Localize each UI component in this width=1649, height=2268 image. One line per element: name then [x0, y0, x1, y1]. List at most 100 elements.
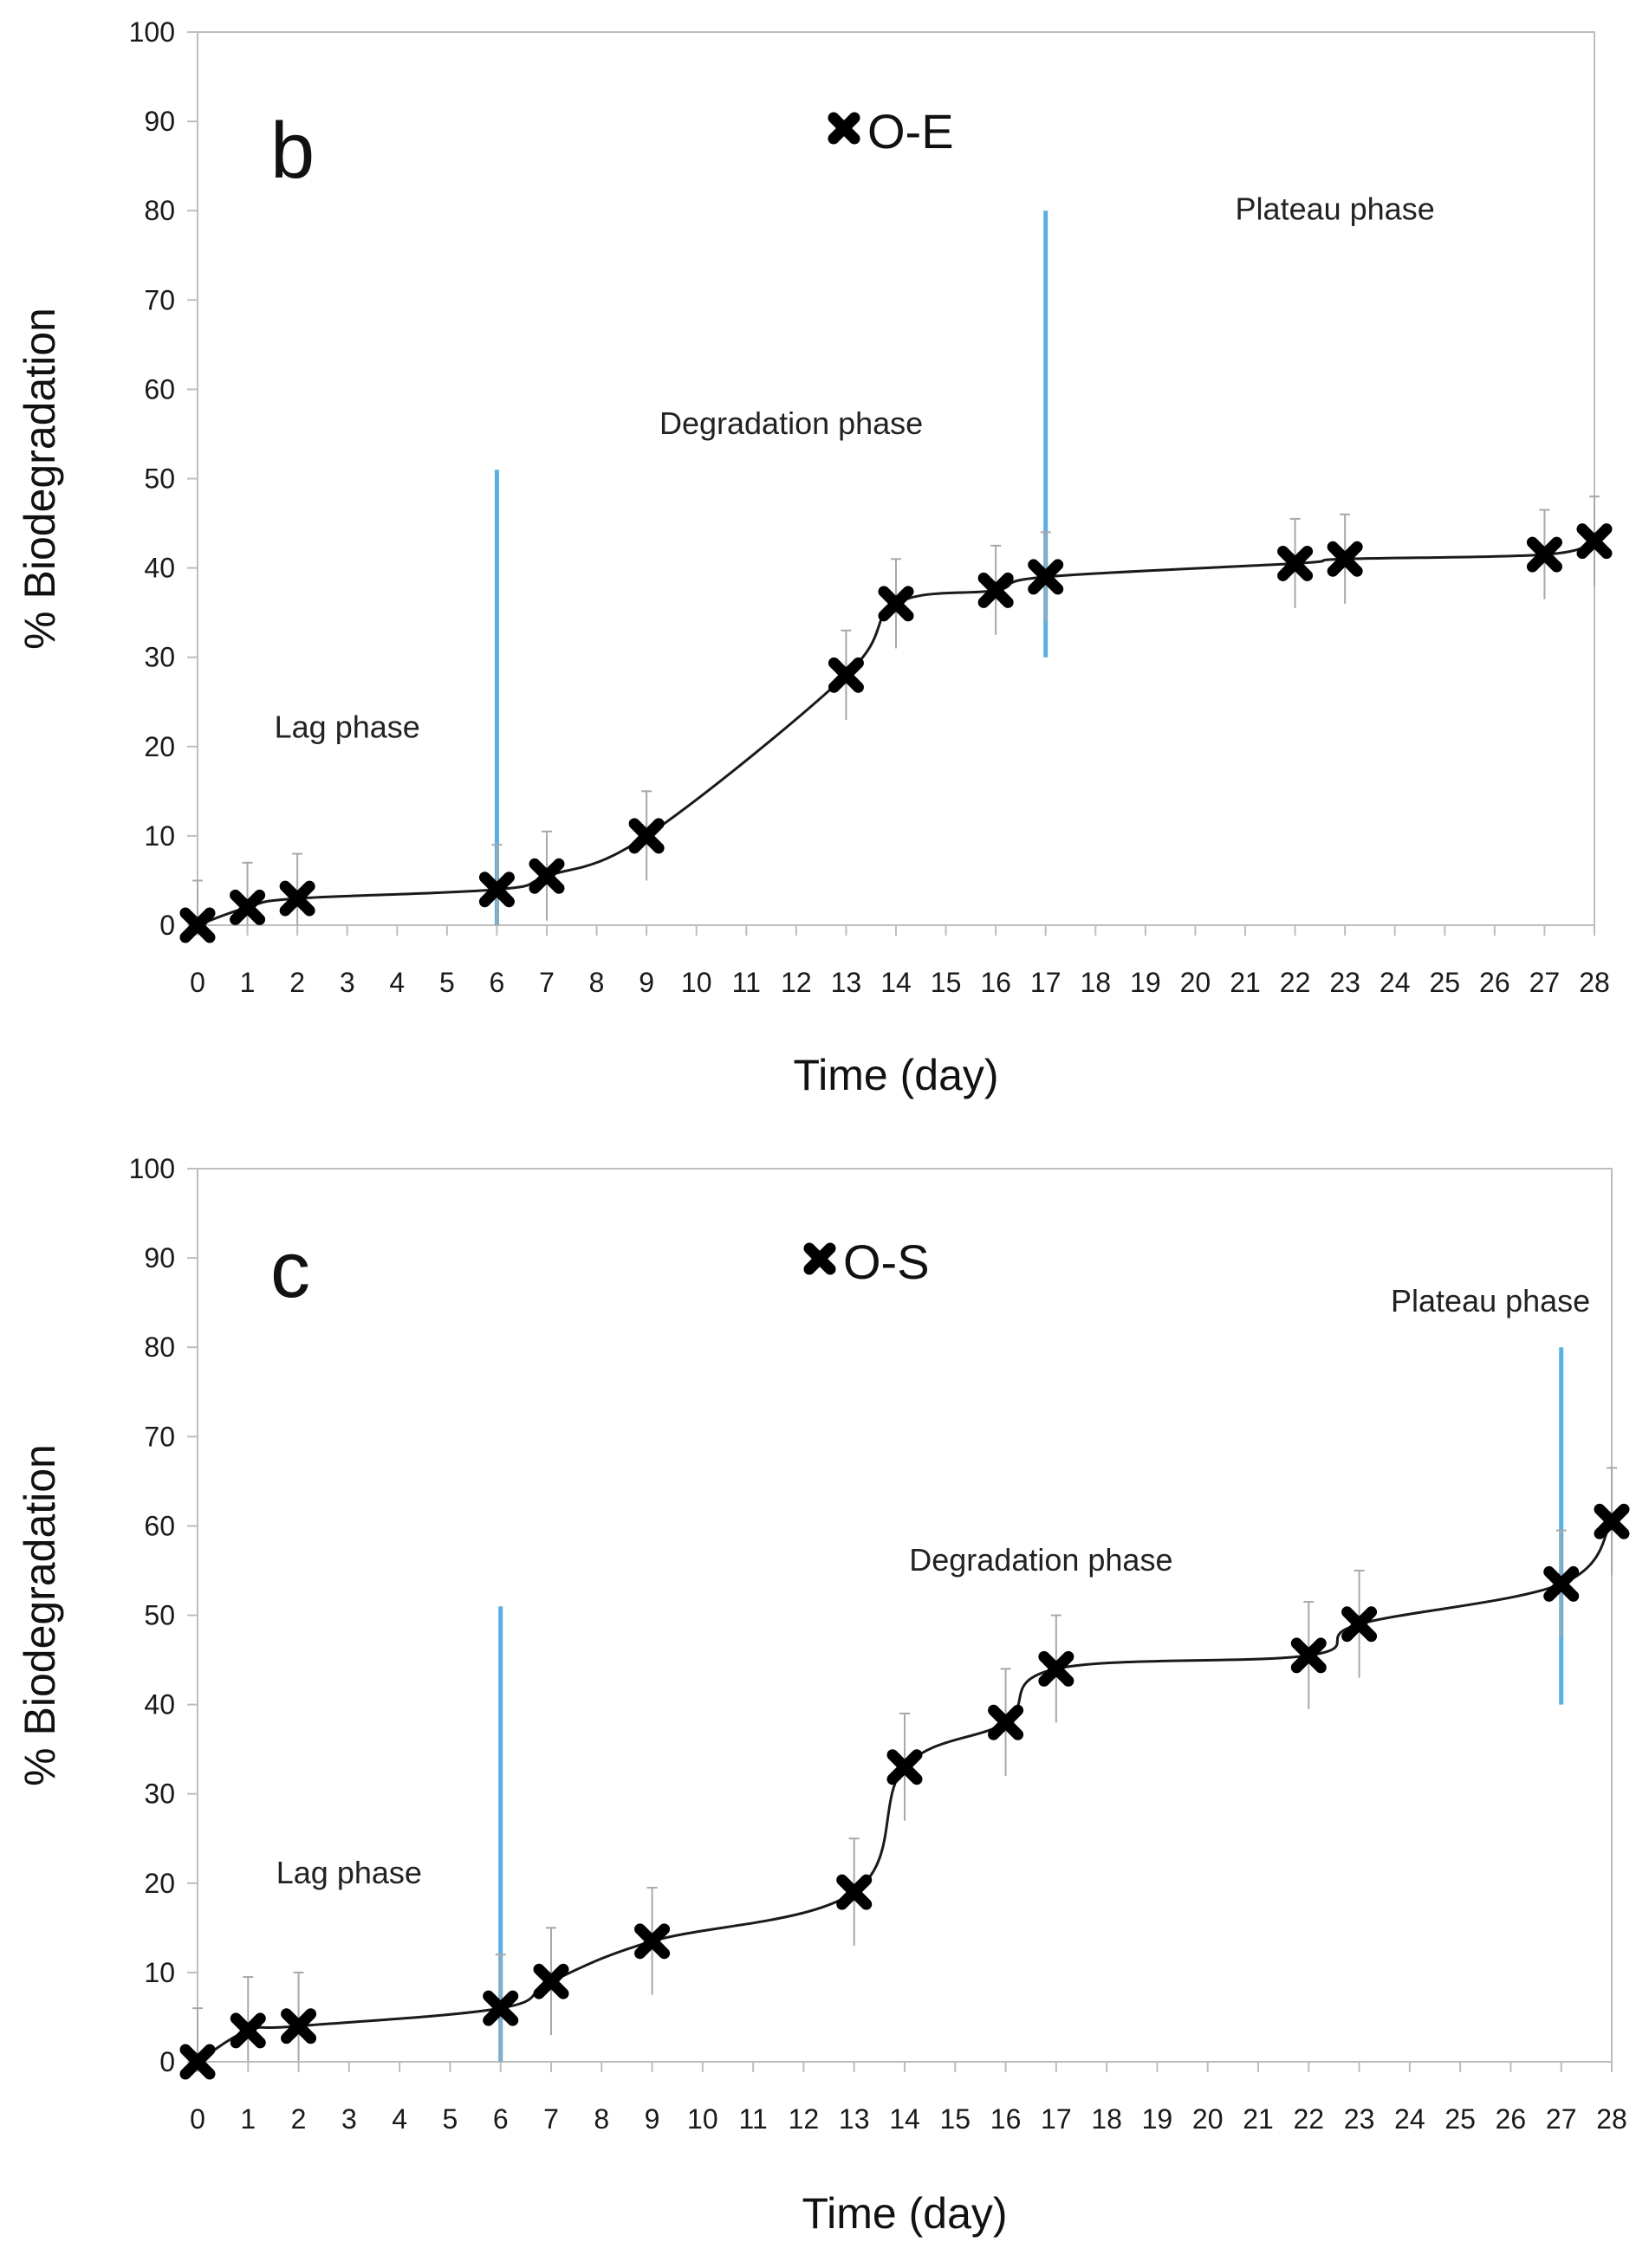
y-tick-label: 0	[159, 2046, 175, 2077]
data-point-marker-stroke	[279, 880, 315, 917]
phase-annotation: Degradation phase	[909, 1542, 1172, 1578]
data-point-marker	[1341, 1606, 1378, 1643]
x-tick-label: 16	[980, 967, 1011, 998]
y-tick-label: 30	[144, 1779, 175, 1810]
legend-x-mark-stroke	[828, 112, 860, 145]
data-point-marker	[977, 572, 1014, 608]
data-point-marker-stroke	[483, 1990, 519, 2026]
data-point-marker-stroke	[1576, 523, 1613, 560]
legend-label: O-E	[867, 104, 954, 159]
x-tick-label: 27	[1546, 2103, 1577, 2135]
x-tick-label: 0	[190, 967, 205, 998]
x-tick-label: 16	[990, 2103, 1022, 2135]
y-tick-label: 100	[129, 1153, 175, 1184]
legend: O-E	[828, 104, 954, 159]
data-point-marker	[230, 889, 266, 925]
data-point-marker-stroke	[886, 1749, 923, 1785]
data-point-marker-stroke	[977, 572, 1014, 608]
y-tick-label: 10	[144, 1957, 175, 1988]
y-tick-label: 50	[144, 1600, 175, 1631]
data-point-marker	[1290, 1637, 1327, 1674]
data-point-marker	[1038, 1650, 1074, 1687]
y-axis-title: % Biodegradation	[16, 308, 64, 650]
y-tick-label: 40	[144, 1689, 175, 1720]
y-tick-label: 40	[144, 553, 175, 584]
data-point-marker	[1594, 1503, 1630, 1539]
legend: O-S	[803, 1234, 930, 1289]
x-tick-label: 12	[789, 2103, 820, 2135]
x-tick-label: 22	[1293, 2103, 1324, 2135]
x-tick-label: 7	[543, 2103, 559, 2135]
x-tick-label: 26	[1479, 967, 1510, 998]
y-tick-label: 90	[144, 106, 175, 137]
y-tick-label: 60	[144, 1510, 175, 1541]
data-point-marker-stroke	[179, 907, 216, 943]
x-tick-label: 9	[645, 2103, 660, 2135]
data-point-marker	[1543, 1565, 1580, 1602]
data-point-marker-stroke	[1526, 536, 1562, 573]
data-point-marker-stroke	[529, 858, 565, 894]
x-tick-label: 12	[781, 967, 812, 998]
x-tick-label: 15	[931, 967, 962, 998]
y-tick-label: 90	[144, 1242, 175, 1273]
phase-annotation: Plateau phase	[1236, 191, 1435, 227]
x-tick-label: 20	[1192, 2103, 1224, 2135]
data-point-marker	[628, 818, 665, 854]
data-point-marker-stroke	[1290, 1637, 1327, 1674]
x-tick-label: 14	[880, 967, 912, 998]
x-tick-label: 2	[291, 2103, 307, 2135]
x-tick-label: 5	[439, 967, 455, 998]
x-tick-label: 11	[732, 967, 761, 998]
data-point-marker-stroke	[281, 2008, 317, 2044]
x-tick-label: 6	[490, 967, 505, 998]
x-tick-label: 13	[839, 2103, 870, 2135]
x-tick-label: 10	[687, 2103, 718, 2135]
x-tick-label: 24	[1394, 2103, 1425, 2135]
data-point-marker	[179, 907, 216, 943]
data-point-marker	[281, 2008, 317, 2044]
data-point-marker-stroke	[1028, 559, 1064, 595]
data-point-marker	[1576, 523, 1613, 560]
y-tick-label: 80	[144, 195, 175, 226]
data-point-marker	[533, 1963, 569, 1999]
x-tick-label: 15	[939, 2103, 971, 2135]
x-tick-label: 22	[1280, 967, 1311, 998]
x-tick-label: 2	[289, 967, 305, 998]
data-point-marker-stroke	[1038, 1650, 1074, 1687]
data-point-marker-stroke	[828, 657, 864, 693]
data-point-marker	[1327, 541, 1363, 577]
data-point-marker-stroke	[478, 872, 515, 908]
data-point-marker	[1526, 536, 1562, 573]
data-point-marker	[988, 1704, 1024, 1740]
x-tick-label: 7	[539, 967, 555, 998]
data-point-marker	[478, 872, 515, 908]
x-tick-label: 17	[1030, 967, 1061, 998]
x-tick-label: 9	[639, 967, 654, 998]
phase-annotation: Plateau phase	[1391, 1283, 1590, 1319]
x-tick-label: 21	[1243, 2103, 1274, 2135]
x-tick-label: 4	[389, 967, 405, 998]
data-point-marker	[279, 880, 315, 917]
x-tick-label: 3	[341, 2103, 357, 2135]
x-axis-title: Time (day)	[802, 2189, 1007, 2238]
y-tick-label: 50	[144, 463, 175, 495]
legend-label: O-S	[843, 1234, 930, 1289]
data-point-marker	[634, 1923, 671, 1960]
panel-label: c	[270, 1226, 310, 1314]
legend-x-mark	[803, 1242, 836, 1275]
x-tick-label: 27	[1529, 967, 1561, 998]
phase-annotation: Lag phase	[275, 709, 420, 744]
x-tick-label: 4	[392, 2103, 407, 2135]
x-tick-label: 28	[1579, 967, 1610, 998]
y-tick-label: 20	[144, 1868, 175, 1899]
data-point-marker-stroke	[1594, 1503, 1630, 1539]
x-tick-label: 6	[493, 2103, 509, 2135]
y-tick-label: 30	[144, 642, 175, 673]
data-point-marker	[878, 586, 914, 622]
data-point-marker-stroke	[230, 2012, 266, 2049]
